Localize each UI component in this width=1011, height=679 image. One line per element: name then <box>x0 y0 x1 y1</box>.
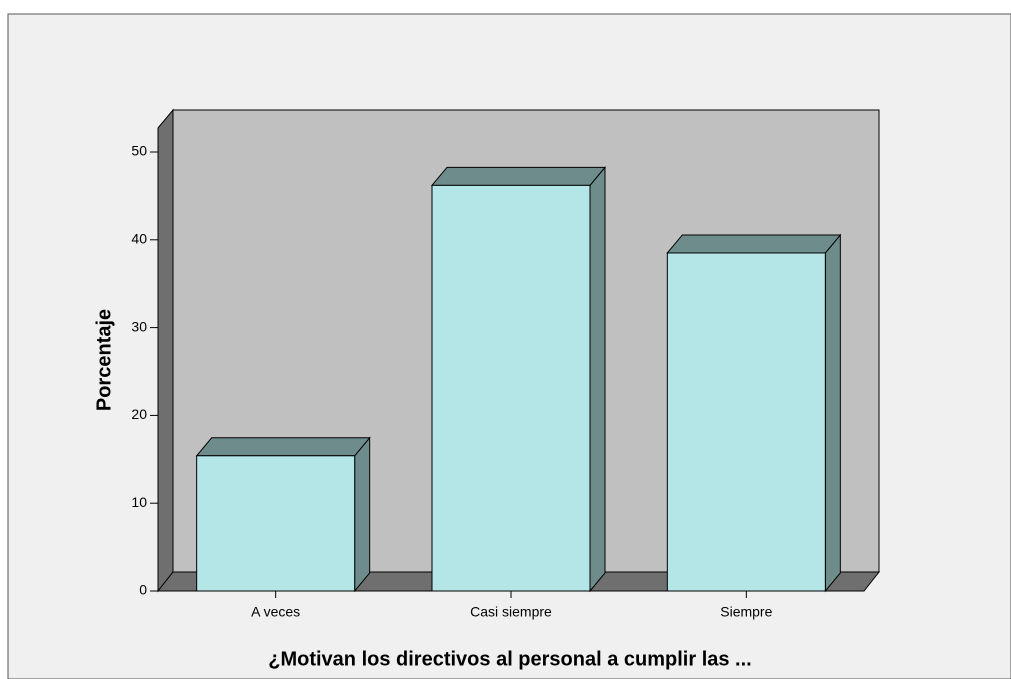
y-tick-label: 50 <box>131 143 147 159</box>
bar-top <box>195 437 371 457</box>
y-axis-title: Porcentaje <box>93 309 115 411</box>
bar-top <box>430 166 607 186</box>
y-tick-label: 30 <box>131 318 147 334</box>
bar <box>196 455 356 592</box>
x-tick-label: A veces <box>251 604 300 620</box>
y-tick-label: 0 <box>139 582 147 598</box>
y-tick-label: 40 <box>131 231 147 247</box>
bar-top <box>666 234 842 254</box>
y-tick-label: 10 <box>131 494 147 510</box>
bar-side <box>824 233 841 593</box>
bar <box>431 184 591 592</box>
y-tick-label: 20 <box>131 406 147 422</box>
x-axis-title: ¿Motivan los directivos al personal a cu… <box>268 648 751 670</box>
bar-side <box>354 436 371 593</box>
x-tick-label: Casi siempre <box>470 604 552 620</box>
bar <box>666 252 826 592</box>
side-wall <box>157 108 174 593</box>
bar-side <box>589 165 606 593</box>
x-tick-label: Siempre <box>720 604 772 620</box>
